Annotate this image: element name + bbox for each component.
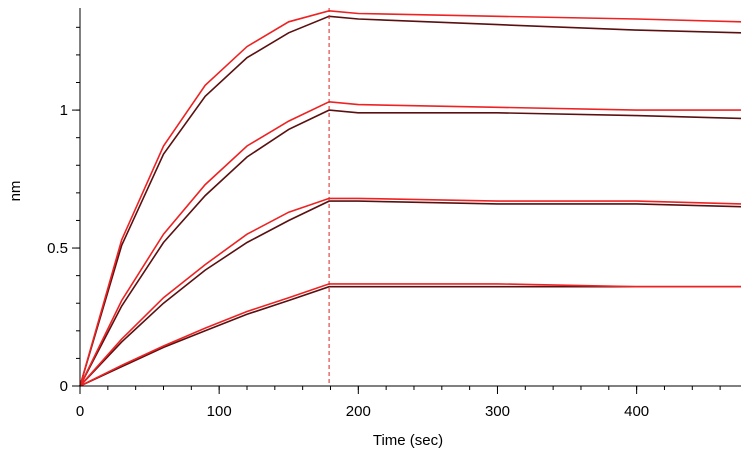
data-curve-2 bbox=[79, 109, 742, 387]
y-tick-label: 0.5 bbox=[47, 240, 68, 257]
x-tick-label: 200 bbox=[346, 403, 371, 420]
y-axis-title: nm bbox=[7, 181, 24, 202]
y-tick-label: 0 bbox=[60, 378, 68, 395]
fit-curve-2 bbox=[79, 100, 741, 387]
fit-curve-1 bbox=[79, 9, 742, 387]
y-tick-label: 1 bbox=[60, 102, 68, 119]
x-tick-label: 400 bbox=[624, 403, 649, 420]
data-curve-1 bbox=[79, 15, 742, 387]
data-curve-4 bbox=[79, 285, 741, 387]
x-tick-label: 100 bbox=[207, 403, 232, 420]
x-tick-label: 300 bbox=[485, 403, 510, 420]
fit-curve-3 bbox=[79, 197, 742, 387]
fit-curve-4 bbox=[79, 283, 741, 387]
data-curve-3 bbox=[79, 200, 742, 387]
x-axis-title: Time (sec) bbox=[373, 432, 443, 449]
x-tick-label: 0 bbox=[76, 403, 84, 420]
